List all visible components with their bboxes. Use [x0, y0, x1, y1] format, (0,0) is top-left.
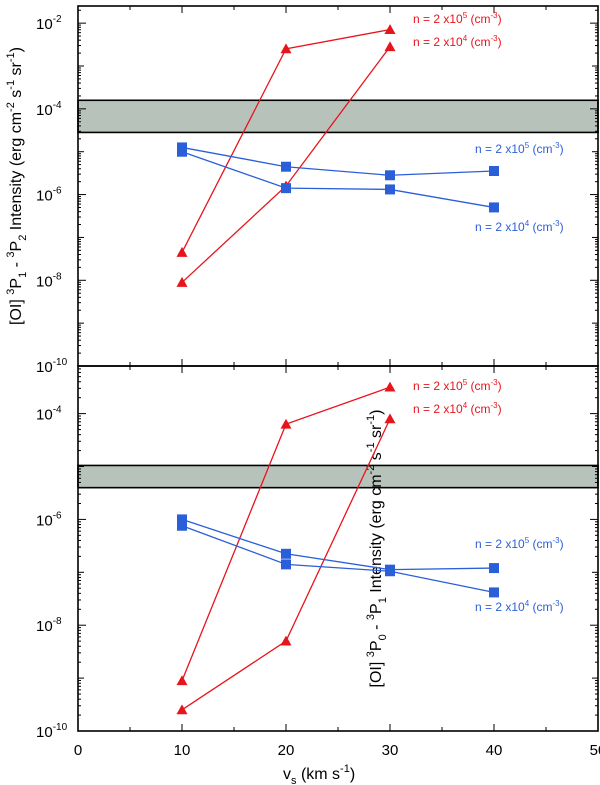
data-point-square	[281, 548, 291, 559]
data-point-triangle	[176, 246, 188, 257]
data-point-triangle	[280, 43, 292, 54]
x-tick-label: 50	[590, 742, 600, 759]
panel-bottom: 10-10 10-8 10-6 10-4 0 10 20 30 40 50 vs (km s-1) […	[36, 365, 600, 785]
data-point-triangle	[176, 675, 188, 686]
series-label: n = 2 x105 (cm-3)	[413, 11, 502, 26]
series-line-blue-3	[181, 151, 495, 209]
series-line-red-0	[181, 28, 391, 253]
series-label: n = 2 x104 (cm-3)	[475, 219, 564, 234]
data-point-square	[385, 184, 395, 195]
data-point-triangle	[280, 418, 292, 429]
series-label: n = 2 x105 (cm-3)	[475, 536, 564, 551]
data-point-square	[177, 514, 187, 525]
y-tick-label: 10-8	[36, 616, 62, 635]
series-label: n = 2 x104 (cm-3)	[413, 34, 502, 49]
data-point-square	[281, 183, 291, 194]
y-tick-label: 10-2	[36, 14, 62, 33]
data-point-square	[489, 587, 499, 598]
y-tick-label: 10-8	[36, 271, 62, 290]
x-tick-label: 30	[382, 742, 399, 759]
data-point-square	[489, 202, 499, 213]
y-tick-label: 10-10	[36, 722, 68, 741]
y-tick-label: 10-6	[36, 510, 62, 529]
y-tick-label: 10-6	[36, 186, 62, 205]
series-line-blue-2	[181, 518, 495, 571]
data-point-square	[385, 170, 395, 181]
observed-band	[77, 464, 599, 489]
x-tick-label: 20	[278, 742, 295, 759]
series-line-blue-3	[181, 525, 495, 594]
data-point-triangle	[384, 413, 396, 424]
y-axis-label: [OI] 3P1 - 3P2 Intensity (erg cm-2 s-1 s…	[5, 47, 29, 325]
data-point-triangle	[384, 381, 396, 392]
series-line-blue-2	[181, 146, 495, 176]
y-axis-label: [OI] 3P0 - 3P1 Intensity (erg cm-2 s-1 s…	[365, 410, 389, 688]
series-label: n = 2 x105 (cm-3)	[475, 141, 564, 156]
series-label: n = 2 x104 (cm-3)	[413, 401, 502, 416]
series-label: n = 2 x105 (cm-3)	[413, 378, 502, 393]
x-tick-label: 0	[74, 742, 82, 759]
x-axis-label: vs (km s-1)	[283, 763, 355, 785]
series-label: n = 2 x104 (cm-3)	[475, 599, 564, 614]
x-tick-label: 10	[174, 742, 191, 759]
x-tick-label: 40	[486, 742, 503, 759]
data-point-triangle	[384, 41, 396, 52]
data-point-triangle	[176, 704, 188, 715]
data-point-triangle	[280, 635, 292, 646]
plot-frame	[77, 5, 599, 367]
data-point-square	[385, 566, 395, 577]
data-point-square	[177, 146, 187, 157]
data-point-square	[489, 166, 499, 176]
data-point-triangle	[384, 24, 396, 34]
y-tick-label: 10-10	[36, 357, 68, 376]
data-point-square	[281, 559, 291, 570]
y-tick-label: 10-4	[36, 100, 62, 119]
panel-top: 10-10 10-8 10-6 10-4 10-2 [OI] 3P1 - 3P2 Inte…	[5, 5, 599, 376]
data-point-square	[281, 161, 291, 172]
y-tick-label: 10-4	[36, 405, 62, 424]
data-point-square	[489, 563, 499, 574]
data-point-triangle	[176, 276, 188, 287]
data-point-square	[177, 520, 187, 531]
